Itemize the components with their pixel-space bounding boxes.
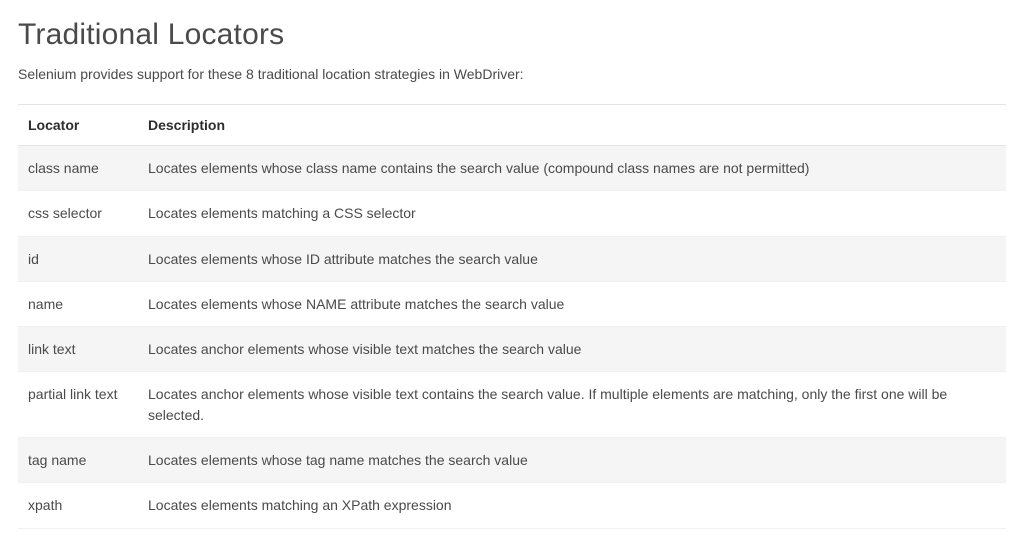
cell-locator: id <box>18 236 138 281</box>
table-row: tag name Locates elements whose tag name… <box>18 438 1006 483</box>
table-row: partial link text Locates anchor element… <box>18 372 1006 438</box>
col-header-description: Description <box>138 105 1006 146</box>
locators-table: Locator Description class name Locates e… <box>18 104 1006 529</box>
table-row: css selector Locates elements matching a… <box>18 191 1006 236</box>
cell-locator: css selector <box>18 191 138 236</box>
table-row: link text Locates anchor elements whose … <box>18 327 1006 372</box>
cell-description: Locates anchor elements whose visible te… <box>138 372 1006 438</box>
cell-locator: partial link text <box>18 372 138 438</box>
cell-description: Locates elements matching an XPath expre… <box>138 483 1006 528</box>
page-title: Traditional Locators <box>18 18 1006 52</box>
table-row: xpath Locates elements matching an XPath… <box>18 483 1006 528</box>
cell-locator: class name <box>18 146 138 191</box>
cell-locator: xpath <box>18 483 138 528</box>
table-row: class name Locates elements whose class … <box>18 146 1006 191</box>
table-row: name Locates elements whose NAME attribu… <box>18 281 1006 326</box>
table-row: id Locates elements whose ID attribute m… <box>18 236 1006 281</box>
intro-text: Selenium provides support for these 8 tr… <box>18 66 1006 82</box>
cell-locator: name <box>18 281 138 326</box>
cell-description: Locates anchor elements whose visible te… <box>138 327 1006 372</box>
cell-description: Locates elements whose ID attribute matc… <box>138 236 1006 281</box>
cell-description: Locates elements whose tag name matches … <box>138 438 1006 483</box>
cell-locator: link text <box>18 327 138 372</box>
cell-description: Locates elements whose class name contai… <box>138 146 1006 191</box>
cell-description: Locates elements matching a CSS selector <box>138 191 1006 236</box>
col-header-locator: Locator <box>18 105 138 146</box>
cell-locator: tag name <box>18 438 138 483</box>
table-header-row: Locator Description <box>18 105 1006 146</box>
cell-description: Locates elements whose NAME attribute ma… <box>138 281 1006 326</box>
